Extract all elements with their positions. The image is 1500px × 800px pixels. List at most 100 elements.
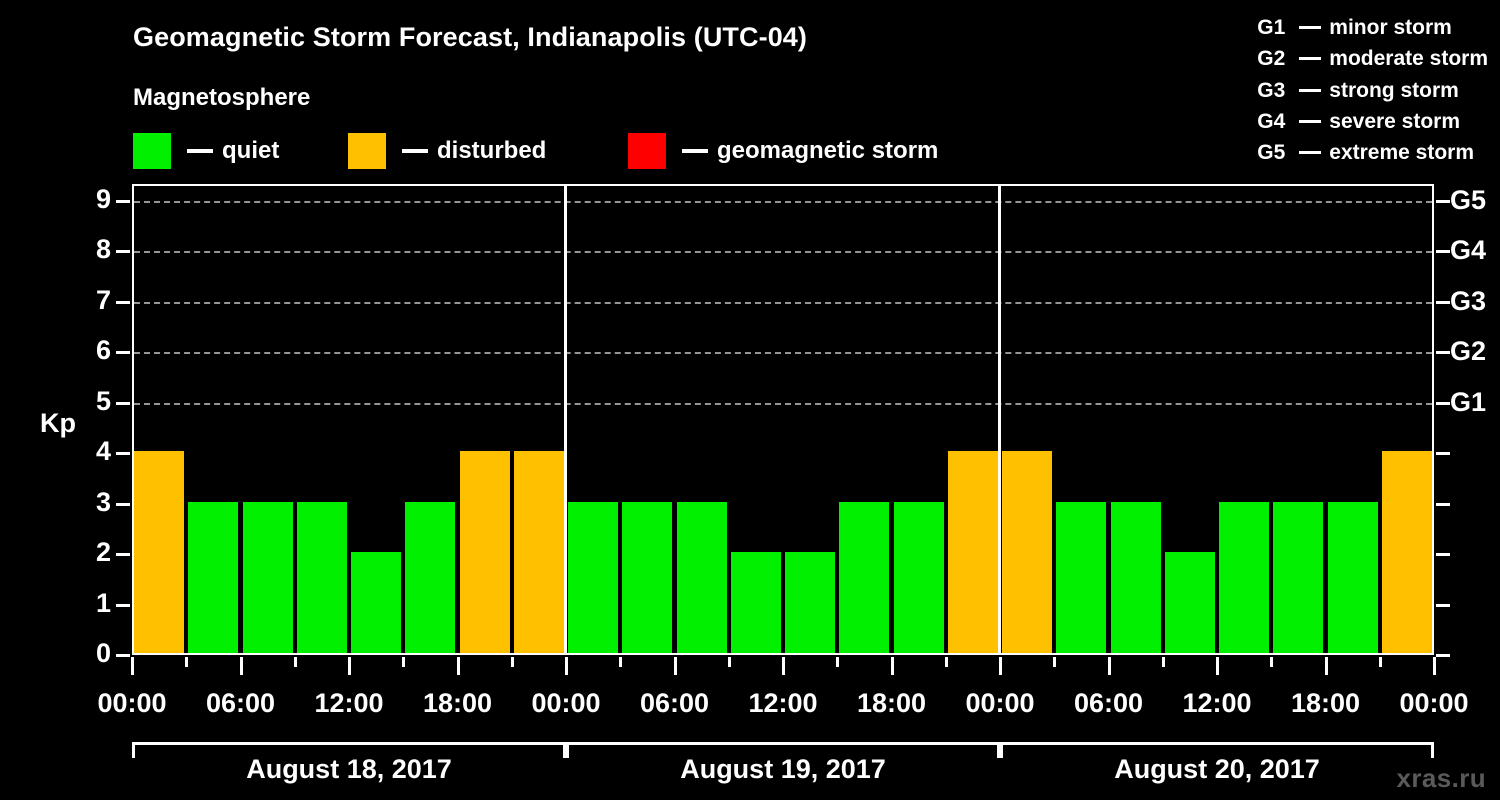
x-tick-label: 00:00 [1399,688,1469,718]
x-tick-minor [1378,657,1382,667]
right-tick-mark [1436,654,1450,657]
g-legend-code: G5 [1257,141,1286,165]
green-swatch [133,133,171,169]
x-tick-label: 06:00 [1073,688,1144,718]
x-tick-minor [293,657,297,667]
bar-kp [893,501,944,653]
g-legend-code: G3 [1257,78,1286,102]
bar-kp [622,501,673,653]
x-tick-label: 12:00 [314,688,384,718]
g-legend-dash-icon [1299,119,1322,123]
g-legend-label: strong storm [1329,78,1459,102]
x-tick-major [131,657,134,675]
right-tick-mark [1436,250,1450,254]
y-tick-mark [116,401,130,405]
bar-kp [568,501,618,653]
x-tick-label: 06:00 [205,688,276,718]
bar-kp [1164,552,1215,653]
x-tick-major [782,657,785,675]
bar-kp [1327,501,1378,653]
legend-dash-icon [187,149,213,153]
gridline-kp-6 [134,352,1432,355]
x-tick-minor [619,657,623,667]
gridline-kp-7 [134,301,1432,304]
bar-kp [351,552,401,653]
x-tick-major [1216,657,1219,675]
x-tick-minor [1161,657,1165,667]
gridline-kp-9 [134,201,1432,203]
chart-subtitle: Magnetosphere [133,84,311,111]
chart-bars-container [134,186,1432,653]
right-tick-mark [1436,452,1450,456]
x-tick-minor [402,657,406,667]
orange-swatch [348,133,386,169]
x-tick-minor [510,657,514,667]
x-tick-label: 12:00 [748,688,818,718]
bar-kp [296,501,347,653]
day-label-1: August 18, 2017 [246,754,452,784]
x-tick-label: 06:00 [639,688,710,718]
x-tick-major [1107,657,1111,675]
x-tick-major [999,657,1002,675]
bar-kp [730,552,781,653]
x-tick-label: 00:00 [97,688,167,718]
y-tick-label-6: 6 [95,335,111,366]
y-tick-label-3: 3 [95,486,111,517]
g-legend-row-g3: G3 strong storm [1257,75,1488,106]
g-legend-row-g5: G5 extreme storm [1257,137,1488,168]
right-axis-label-g5: G5 [1450,185,1487,215]
y-tick-label-7: 7 [95,284,111,315]
y-tick-mark [116,200,130,203]
y-tick-label-2: 2 [95,537,111,568]
y-axis-caption: Kp [40,408,76,438]
x-tick-major [673,657,677,675]
right-tick-mark [1436,553,1450,557]
y-tick-label-9: 9 [95,184,111,214]
x-tick-label: 00:00 [965,688,1035,718]
y-tick-mark [116,553,130,557]
bar-kp [785,552,835,653]
gridline-kp-8 [134,251,1432,254]
x-tick-minor [944,657,948,667]
g-legend-dash-icon [1299,57,1322,61]
chart-plot-area [132,184,1434,655]
day-separator-2 [998,186,1001,653]
x-tick-major [348,657,351,675]
legend-item-quiet: quiet [133,131,279,171]
x-tick-major [1324,657,1328,675]
g-scale-legend: G1 minor storm G2 moderate storm G3 strong st… [1257,12,1488,168]
g-legend-label: extreme storm [1329,141,1475,165]
y-tick-mark [116,603,130,607]
bar-kp [242,501,293,653]
bar-kp [839,501,890,653]
x-tick-minor [727,657,731,667]
g-legend-label: severe storm [1329,109,1461,133]
legend-label: geomagnetic storm [717,137,939,164]
right-axis-label-g3: G3 [1450,285,1487,316]
bar-kp [1002,451,1052,653]
bar-kp [405,501,456,653]
y-tick-mark [116,300,130,304]
g-legend-row-g4: G4 severe storm [1257,106,1488,137]
x-tick-label: 18:00 [422,688,493,718]
x-tick-label: 12:00 [1182,688,1252,718]
g-legend-code: G1 [1257,16,1286,39]
right-axis-label-g4: G4 [1450,235,1487,266]
x-tick-minor [185,657,189,667]
right-tick-mark [1436,351,1450,355]
x-tick-label: 18:00 [1290,688,1361,718]
red-swatch [628,133,666,169]
bar-kp [134,451,184,653]
day-label-2: August 19, 2017 [680,754,886,784]
y-tick-label-8: 8 [95,234,111,265]
y-tick-mark [116,502,130,506]
y-tick-mark [116,452,130,456]
bar-kp [1273,501,1324,653]
y-tick-label-5: 5 [95,385,111,416]
right-axis-label-g1: G1 [1450,386,1487,417]
bar-kp [1056,501,1107,653]
g-legend-label: minor storm [1329,16,1452,39]
day-separator-1 [564,186,567,653]
g-legend-dash-icon [1299,26,1322,30]
bar-kp [1219,501,1269,653]
